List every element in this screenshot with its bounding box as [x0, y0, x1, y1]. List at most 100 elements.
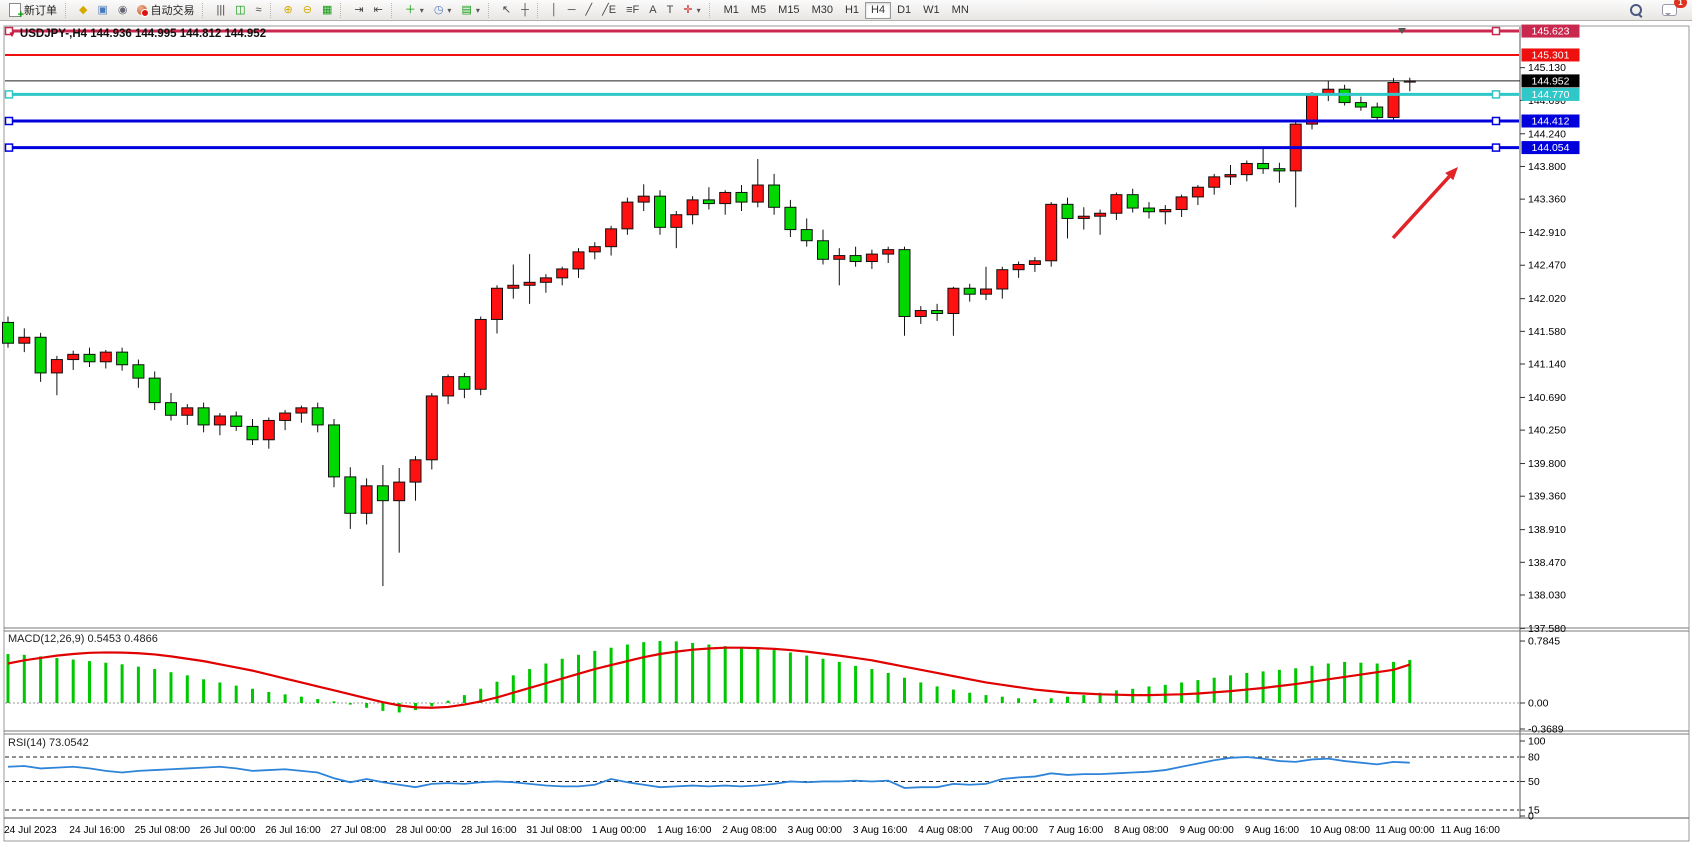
candle-chart-button[interactable]: ◫ [230, 2, 250, 19]
bar-chart-icon: ||| [216, 3, 226, 16]
tile-windows-button[interactable]: ▦ [317, 2, 337, 19]
timeframe-h1-button[interactable]: H1 [839, 2, 865, 19]
chart-shift-button[interactable]: ⇤ [369, 2, 388, 19]
text-tool-button[interactable]: A [644, 2, 661, 19]
search-icon [1630, 4, 1642, 16]
main-toolbar: 新订单 ◆ ▣ ◉ 自动交易 ||| ◫ ≈ ⊕ ⊖ ▦ ⇥ ⇤ ＋▾ ◷▾ ▤… [0, 0, 1692, 21]
svg-text:26 Jul 16:00: 26 Jul 16:00 [265, 825, 321, 836]
chat-icon [1662, 4, 1677, 16]
fibonacci-icon: ≡F [626, 3, 640, 16]
autotrading-label: 自动交易 [150, 5, 195, 17]
macd-panel: 0.7845 0.00 -0.3689 [5, 636, 1564, 736]
svg-text:144.054: 144.054 [1532, 142, 1570, 154]
indicators-button[interactable]: ＋ ▾ [400, 2, 429, 19]
timeframe-mn-button[interactable]: MN [946, 2, 975, 19]
toolbar-separator [708, 2, 715, 18]
svg-text:24 Jul 16:00: 24 Jul 16:00 [69, 825, 125, 836]
svg-text:142.470: 142.470 [1528, 260, 1566, 272]
timeframe-m30-button[interactable]: M30 [806, 2, 839, 19]
horizontal-lines-layer [4, 26, 1519, 152]
svg-text:28 Jul 00:00: 28 Jul 00:00 [396, 825, 452, 836]
rsi-panel: 100 80 50 150 [5, 736, 1546, 823]
svg-text:8 Aug 08:00: 8 Aug 08:00 [1114, 825, 1169, 836]
svg-text:138.470: 138.470 [1528, 557, 1566, 569]
svg-text:1 Aug 16:00: 1 Aug 16:00 [657, 825, 712, 836]
arrows-tool-button[interactable]: ✛ ▾ [678, 2, 705, 19]
new-order-button[interactable]: 新订单 [4, 2, 62, 21]
terminal-button[interactable]: ▣ [92, 2, 112, 19]
channel-icon: ╱E [602, 3, 617, 16]
timeframe-m1-button[interactable]: M1 [718, 2, 745, 19]
terminal-icon: ▣ [97, 3, 108, 16]
fibonacci-tool-button[interactable]: ≡F [621, 2, 644, 19]
timeframe-m5-button[interactable]: M5 [745, 2, 772, 19]
svg-text:142.020: 142.020 [1528, 293, 1566, 305]
timeframe-m15-button[interactable]: M15 [772, 2, 805, 19]
zoom-out-button[interactable]: ⊖ [298, 2, 317, 19]
tile-windows-icon: ▦ [321, 3, 333, 16]
periods-button[interactable]: ◷ ▾ [429, 2, 457, 19]
chart-canvas[interactable]: 145.130144.690144.240143.800143.360142.9… [0, 21, 1692, 849]
autotrading-button[interactable]: 自动交易 [132, 2, 199, 19]
new-order-icon [9, 3, 24, 21]
svg-text:138.030: 138.030 [1528, 589, 1566, 601]
svg-text:140.250: 140.250 [1528, 425, 1566, 437]
toolbar-separator [390, 2, 397, 18]
templates-button[interactable]: ▤ ▾ [456, 2, 484, 19]
expert-hat-icon: ◆ [79, 3, 88, 16]
text-label-tool-button[interactable]: T [662, 2, 679, 19]
auto-scroll-button[interactable]: ⇥ [349, 2, 368, 19]
line-chart-button[interactable]: ≈ [250, 2, 266, 19]
trend-arrow[interactable] [1391, 167, 1458, 240]
line-chart-icon: ≈ [255, 3, 262, 16]
text-icon: A [649, 3, 657, 16]
candle-chart-icon: ◫ [235, 3, 246, 16]
hline-tool-button[interactable]: ─ [563, 2, 581, 19]
signals-button[interactable]: ◉ [113, 2, 133, 19]
toolbar-separator [487, 2, 494, 18]
chat-button[interactable]: 1 [1657, 0, 1687, 19]
svg-text:144.412: 144.412 [1532, 116, 1570, 128]
timeframe-h4-button[interactable]: H4 [865, 1, 892, 19]
chevron-down-icon: ▾ [696, 5, 701, 15]
price-badges: 145.623 145.301 144.770 144.412 144.054 144.9… [1521, 24, 1580, 155]
toolbar-separator [269, 2, 276, 18]
svg-text:25 Jul 08:00: 25 Jul 08:00 [135, 825, 191, 836]
trendline-icon: ╱ [585, 3, 593, 16]
chevron-down-icon: ▾ [475, 5, 480, 15]
time-axis: 24 Jul 2023 24 Jul 16:00 25 Jul 08:00 26 Ju… [4, 825, 1500, 836]
zoom-in-icon: ⊕ [283, 3, 293, 16]
crosshair-icon: ┼ [521, 3, 529, 16]
text-label-icon: T [666, 3, 674, 16]
timeframe-w1-button[interactable]: W1 [917, 2, 946, 19]
chevron-down-icon: ▾ [447, 5, 452, 15]
macd-indicator-label: MACD(12,26,9) 0.5453 0.4866 [8, 633, 158, 645]
svg-text:3 Aug 16:00: 3 Aug 16:00 [853, 825, 908, 836]
svg-text:137.580: 137.580 [1528, 623, 1566, 635]
svg-text:144.770: 144.770 [1532, 89, 1570, 101]
svg-text:0.7845: 0.7845 [1528, 636, 1560, 648]
cursor-tool-button[interactable]: ↖ [497, 2, 516, 19]
svg-text:145.301: 145.301 [1532, 49, 1570, 61]
toolbar-separator [340, 2, 346, 18]
trendline-tool-button[interactable]: ╱ [581, 2, 598, 19]
svg-text:0.00: 0.00 [1528, 698, 1549, 710]
crosshair-tool-button[interactable]: ┼ [516, 2, 534, 19]
zoom-in-button[interactable]: ⊕ [279, 2, 298, 19]
signals-icon: ◉ [117, 3, 128, 16]
expert-advisors-button[interactable]: ◆ [74, 2, 92, 19]
svg-text:144.952: 144.952 [1532, 75, 1570, 87]
search-button[interactable] [1625, 2, 1647, 19]
svg-text:28 Jul 16:00: 28 Jul 16:00 [461, 825, 517, 836]
vline-tool-button[interactable]: │ [546, 2, 563, 19]
toolbar-separator [536, 2, 543, 18]
svg-text:10 Aug 08:00: 10 Aug 08:00 [1310, 825, 1370, 836]
svg-text:27 Jul 08:00: 27 Jul 08:00 [331, 825, 387, 836]
bar-chart-button[interactable]: ||| [211, 2, 230, 19]
chart-title-text: USDJPY-,H4 144.936 144.995 144.812 144.9… [19, 28, 267, 40]
cursor-icon: ↖ [501, 3, 512, 16]
svg-text:100: 100 [1528, 736, 1546, 748]
timeframe-d1-button[interactable]: D1 [891, 2, 917, 19]
channel-tool-button[interactable]: ╱E [597, 2, 621, 19]
svg-text:145.623: 145.623 [1532, 26, 1570, 38]
